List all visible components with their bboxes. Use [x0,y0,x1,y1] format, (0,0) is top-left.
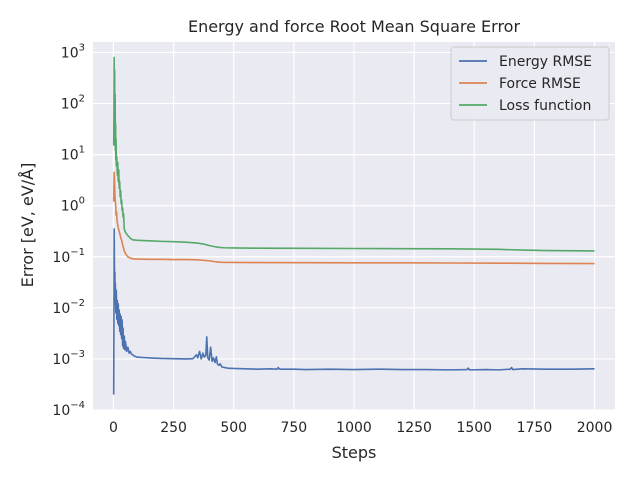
y-tick-label: 10−1 [52,247,85,266]
x-tick-label: 0 [109,420,118,436]
series-layer [112,56,595,395]
x-axis-label: Steps [332,443,377,462]
y-tick-label: 100 [61,196,85,215]
y-tick-label: 101 [61,145,85,164]
x-tick-label: 1500 [456,420,492,436]
y-tick-label: 10−4 [52,400,85,419]
x-tick-label: 250 [160,420,187,436]
chart-title: Energy and force Root Mean Square Error [188,17,521,36]
x-tick-label: 1250 [396,420,432,436]
y-axis-label: Error [eV, eV/Å] [18,163,37,288]
legend-label-force-rmse: Force RMSE [499,76,581,92]
series-line-energy-rmse [112,228,595,395]
x-tick-labels: 0 250 500 750 1000 1250 1500 1750 2000 [109,420,612,436]
legend-box [450,46,610,121]
series-line-loss-function [112,56,595,252]
y-tick-label: 102 [61,94,85,113]
x-tick-label: 500 [220,420,247,436]
legend-label-loss-function: Loss function [499,98,591,114]
x-tick-label: 2000 [577,420,613,436]
legend: Energy RMSE Force RMSE Loss function [450,46,610,121]
series-line-force-rmse [112,171,595,265]
y-tick-label: 103 [61,42,85,61]
y-tick-label: 10−3 [52,349,85,368]
legend-label-energy-rmse: Energy RMSE [499,54,592,70]
y-tick-label: 10−2 [52,298,85,317]
x-tick-label: 1000 [336,420,372,436]
x-tick-label: 1750 [517,420,553,436]
y-tick-labels: 10−4 10−3 10−2 10−1 100 101 102 103 [52,42,85,419]
x-tick-label: 750 [280,420,307,436]
